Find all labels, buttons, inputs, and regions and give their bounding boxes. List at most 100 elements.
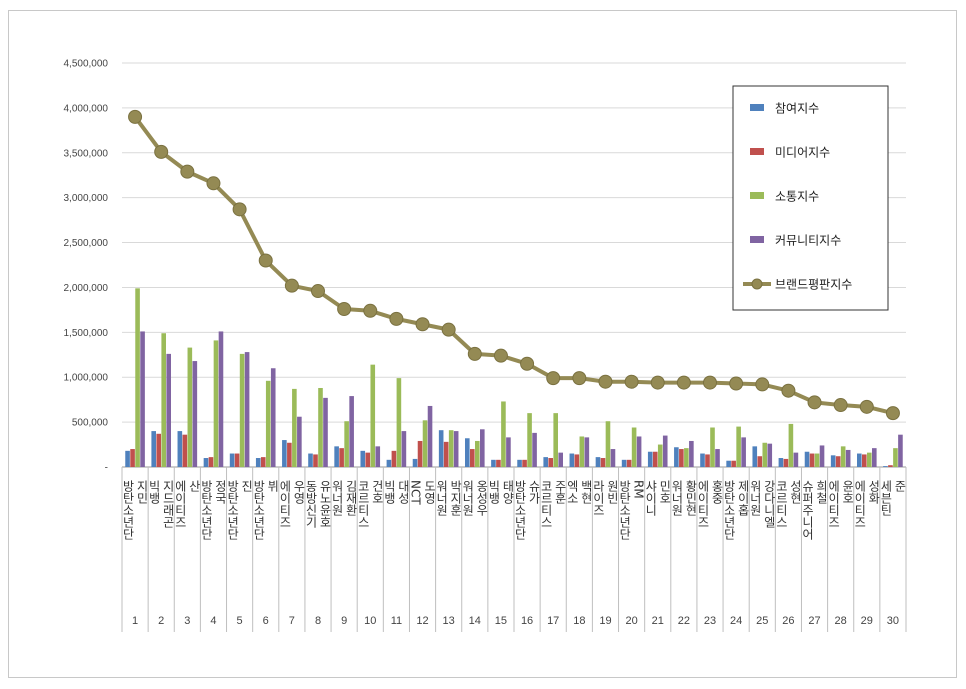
x-category-label: 산 [187, 480, 201, 492]
bar [187, 347, 193, 467]
x-category-label: 방탄소년단 [199, 480, 213, 540]
y-tick-label: - [105, 463, 108, 474]
line-point [311, 284, 325, 299]
bar [804, 451, 810, 467]
x-rank-label: 11 [391, 615, 402, 627]
x-category-label: 주훈 [553, 480, 567, 504]
x-category-label: RM [632, 480, 646, 499]
bar [569, 453, 575, 467]
bar [522, 459, 527, 467]
line-point [284, 278, 299, 293]
bar [166, 353, 171, 467]
bar [700, 453, 705, 467]
x-rank-label: 15 [495, 615, 507, 627]
x-rank-label: 8 [315, 615, 321, 627]
bar [213, 340, 219, 467]
line-point [729, 376, 744, 391]
x-category-label: 워너원 [748, 480, 762, 516]
bar [496, 459, 501, 467]
bar [731, 460, 736, 467]
bar [830, 455, 836, 467]
line-point [363, 303, 378, 318]
x-category-label: 백현 [579, 480, 593, 504]
line-point [703, 375, 717, 390]
x-rank-label: 12 [416, 615, 428, 627]
line-point [546, 371, 561, 386]
x-category-label: 에이티즈 [696, 480, 710, 528]
bar [679, 449, 684, 467]
line-point [206, 176, 221, 191]
bar [726, 460, 731, 467]
bar [647, 451, 653, 467]
bar [270, 368, 276, 467]
bar [574, 454, 580, 467]
bar [684, 448, 689, 467]
legend-label: 커뮤니티지수 [775, 234, 841, 248]
bar [396, 378, 402, 467]
bar [752, 446, 758, 467]
line-point [755, 377, 770, 392]
bar [736, 426, 741, 467]
line-point [128, 109, 143, 124]
bar [313, 454, 318, 467]
bar [631, 427, 637, 467]
x-category-label: 엑소 [565, 480, 579, 504]
line-point [258, 253, 273, 268]
bar [605, 421, 611, 467]
bar [182, 434, 188, 467]
bar [600, 458, 606, 467]
bar [845, 449, 851, 467]
bar [292, 388, 297, 467]
bar [422, 420, 428, 467]
bar [819, 445, 825, 467]
x-rank-label: 20 [625, 615, 637, 627]
bar [788, 423, 794, 467]
bar [636, 436, 642, 467]
y-tick-label: 2,000,000 [64, 283, 109, 294]
bar [883, 466, 888, 467]
x-category-label: 강다니엘 [762, 480, 776, 528]
legend-label: 미디어지수 [775, 146, 830, 160]
bar [375, 446, 381, 467]
x-rank-label: 27 [808, 615, 820, 627]
x-category-label: 워너원 [670, 480, 684, 516]
x-rank-label: 1 [132, 615, 138, 627]
x-category-label: 빅뱅 [382, 480, 396, 504]
x-category-label: 빅뱅 [487, 480, 501, 504]
x-category-label: 지드래곤 [161, 480, 175, 528]
bar [318, 387, 323, 467]
bar [862, 454, 867, 467]
bar [125, 450, 130, 467]
bar [867, 452, 872, 467]
x-rank-label: 21 [652, 615, 664, 627]
x-category-label: 워너원 [330, 480, 344, 516]
bar [475, 440, 480, 467]
bar [344, 421, 349, 467]
x-rank-label: 6 [263, 615, 269, 627]
x-category-label: 방탄소년단 [121, 480, 135, 540]
y-tick-label: 1,500,000 [64, 328, 109, 339]
x-category-label: 성화 [867, 480, 881, 504]
bar [893, 448, 898, 467]
x-category-label: 황민현 [684, 480, 698, 516]
x-rank-label: 25 [756, 615, 768, 627]
bar [151, 431, 156, 467]
x-category-label: 에이티즈 [173, 480, 187, 528]
bar [470, 449, 475, 467]
legend-swatch [750, 236, 764, 243]
x-category-label: 슈퍼주니어 [801, 480, 815, 540]
y-tick-label: 500,000 [72, 418, 109, 429]
bar [443, 441, 449, 467]
bar [762, 442, 768, 467]
bar [448, 430, 454, 467]
bar [767, 443, 773, 467]
x-category-label: 우영 [292, 480, 306, 504]
x-rank-label: 18 [573, 615, 585, 627]
bar [453, 431, 459, 467]
x-rank-label: 13 [443, 615, 455, 627]
bar [308, 453, 313, 467]
y-tick-label: 2,500,000 [64, 238, 109, 249]
x-category-label: 방탄소년단 [513, 480, 527, 540]
x-category-label: 김재환 [344, 480, 358, 516]
bar [689, 440, 694, 467]
